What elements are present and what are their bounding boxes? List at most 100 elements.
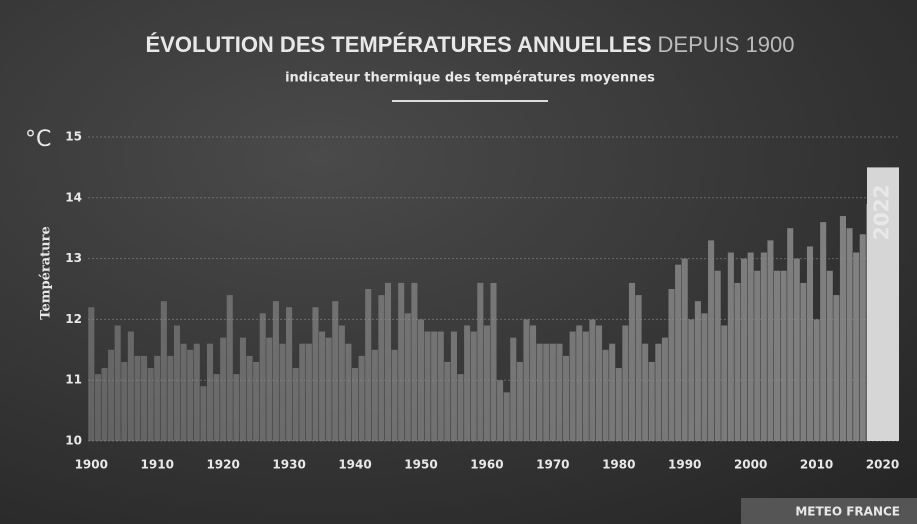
bar bbox=[206, 343, 214, 441]
bar bbox=[358, 355, 365, 441]
bar bbox=[187, 349, 194, 441]
bar bbox=[437, 331, 444, 441]
bar bbox=[602, 349, 609, 441]
bar bbox=[384, 282, 392, 441]
bar bbox=[312, 307, 319, 441]
y-tick-label: 14 bbox=[65, 190, 82, 204]
bar bbox=[94, 374, 101, 441]
bar bbox=[859, 234, 866, 441]
bar bbox=[622, 325, 629, 441]
bar bbox=[787, 228, 794, 441]
bar bbox=[867, 167, 899, 441]
x-tick-label: 2020 bbox=[866, 458, 899, 472]
bar bbox=[246, 355, 253, 441]
x-tick-label: 1980 bbox=[602, 458, 635, 472]
x-tick-label: 1960 bbox=[470, 458, 503, 472]
x-tick-label: 2000 bbox=[734, 458, 767, 472]
bar bbox=[424, 331, 431, 441]
bar bbox=[648, 361, 655, 441]
bar bbox=[556, 343, 563, 441]
bar bbox=[793, 258, 800, 441]
bar bbox=[846, 228, 853, 441]
bar bbox=[121, 361, 128, 441]
bar bbox=[741, 258, 748, 441]
bar bbox=[701, 313, 708, 441]
bar bbox=[272, 301, 279, 441]
x-tick-label: 1970 bbox=[536, 458, 569, 472]
bar bbox=[694, 301, 701, 441]
bar bbox=[279, 343, 286, 441]
bar bbox=[490, 282, 497, 441]
bar bbox=[727, 252, 734, 441]
y-tick-label: 11 bbox=[65, 373, 82, 387]
x-tick-label: 1940 bbox=[338, 458, 371, 472]
bar bbox=[497, 380, 504, 441]
bar bbox=[826, 270, 833, 441]
bar bbox=[576, 325, 583, 441]
bar bbox=[477, 282, 484, 441]
bar bbox=[675, 264, 682, 441]
bar bbox=[127, 331, 134, 441]
bar bbox=[292, 368, 299, 441]
bar bbox=[760, 252, 767, 441]
bar bbox=[714, 270, 721, 441]
bar bbox=[734, 282, 741, 441]
bar bbox=[371, 349, 378, 441]
highlight-label: 2022 bbox=[870, 185, 894, 241]
bar bbox=[108, 349, 115, 441]
bar bbox=[398, 282, 405, 441]
bar bbox=[549, 343, 556, 441]
bar bbox=[141, 355, 148, 441]
bar bbox=[615, 368, 622, 441]
bar bbox=[352, 368, 359, 441]
bar bbox=[365, 289, 372, 441]
bar bbox=[668, 289, 675, 441]
bar bbox=[543, 343, 550, 441]
bar bbox=[582, 331, 589, 441]
bar bbox=[338, 325, 345, 441]
bar bbox=[767, 240, 774, 441]
bar bbox=[642, 343, 649, 441]
bar bbox=[773, 270, 781, 441]
bar bbox=[233, 374, 240, 441]
bar bbox=[464, 325, 471, 441]
bar bbox=[516, 361, 523, 441]
bar bbox=[266, 337, 273, 441]
bar bbox=[378, 295, 385, 441]
bar bbox=[609, 343, 616, 441]
bar bbox=[173, 325, 181, 441]
x-tick-label: 1900 bbox=[75, 458, 108, 472]
y-tick-label: 15 bbox=[65, 130, 82, 144]
bar bbox=[569, 331, 576, 441]
bar bbox=[114, 325, 121, 441]
bar bbox=[325, 337, 332, 441]
bar bbox=[147, 368, 154, 441]
bar bbox=[220, 337, 227, 441]
bar bbox=[800, 282, 807, 441]
bar bbox=[483, 325, 490, 441]
x-tick-label: 1950 bbox=[404, 458, 437, 472]
bar bbox=[655, 343, 662, 441]
bar bbox=[470, 331, 477, 441]
bar bbox=[193, 343, 200, 441]
bar bbox=[681, 258, 688, 441]
bar bbox=[417, 319, 425, 441]
source: METEO FRANCE bbox=[795, 505, 900, 519]
bar bbox=[160, 301, 167, 441]
x-tick-label: 1930 bbox=[272, 458, 305, 472]
bar bbox=[754, 270, 761, 441]
bar bbox=[167, 355, 174, 441]
bar bbox=[450, 331, 457, 441]
bar bbox=[239, 337, 246, 441]
x-tick-label: 1990 bbox=[668, 458, 701, 472]
bar bbox=[688, 319, 695, 441]
y-tick-label: 13 bbox=[65, 251, 82, 265]
y-tick-label: 10 bbox=[65, 434, 82, 448]
source-box bbox=[741, 498, 917, 524]
bar bbox=[431, 331, 438, 441]
subtitle: indicateur thermique des températures mo… bbox=[285, 71, 655, 86]
bar bbox=[457, 374, 464, 441]
bar bbox=[286, 307, 293, 441]
bar bbox=[510, 337, 517, 441]
